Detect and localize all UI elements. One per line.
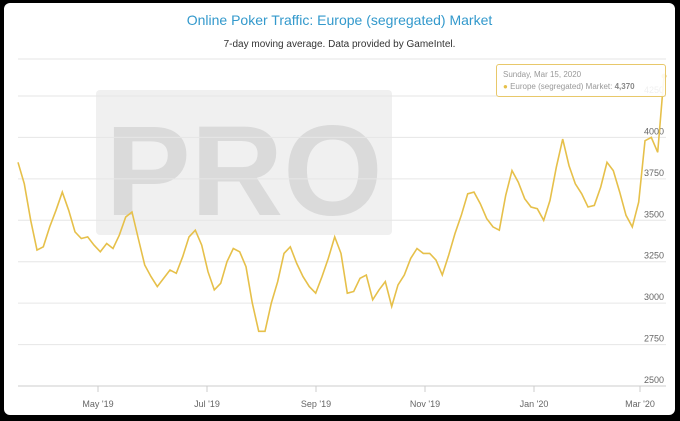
y-tick-label: 2500 xyxy=(644,375,664,385)
tooltip-value: 4,370 xyxy=(614,82,635,91)
y-tick-label: 4000 xyxy=(644,126,664,136)
x-tick-label: Mar '20 xyxy=(625,399,655,409)
tooltip-date: Sunday, Mar 15, 2020 xyxy=(503,70,582,79)
x-tick-label: Jan '20 xyxy=(520,399,549,409)
x-axis-ticks xyxy=(97,386,641,392)
y-tick-label: 2750 xyxy=(644,334,664,344)
line-chart[interactable]: PRO 25002750300032503500375040004250 May… xyxy=(4,3,675,415)
chart-frame: Online Poker Traffic: Europe (segregated… xyxy=(4,3,675,415)
tooltip-colon: : xyxy=(610,82,615,91)
x-tick-label: Nov '19 xyxy=(410,399,440,409)
y-tick-label: 3750 xyxy=(644,168,664,178)
y-tick-label: 3250 xyxy=(644,251,664,261)
x-tick-label: May '19 xyxy=(82,399,113,409)
series-line[interactable] xyxy=(17,76,665,333)
x-axis-labels: May '19 Jul '19 Sep '19 Nov '19 Jan '20 Mar '… xyxy=(82,399,654,409)
watermark: PRO xyxy=(96,90,392,243)
chart-title: Online Poker Traffic: Europe (segregated… xyxy=(186,12,493,28)
y-tick-label: 3500 xyxy=(644,209,664,219)
tooltip-series: Europe (segregated) Market xyxy=(510,82,611,91)
x-tick-label: Sep '19 xyxy=(301,399,331,409)
tooltip-marker-icon: ● xyxy=(503,82,508,91)
chart-subtitle: 7-day moving average. Data provided by G… xyxy=(223,39,456,50)
watermark-text: PRO xyxy=(105,100,382,243)
x-tick-label: Jul '19 xyxy=(194,399,220,409)
y-axis-labels: 25002750300032503500375040004250 xyxy=(644,85,664,385)
y-tick-label: 3000 xyxy=(644,292,664,302)
tooltip: Sunday, Mar 15, 2020 ● Europe (segregate… xyxy=(496,64,666,97)
